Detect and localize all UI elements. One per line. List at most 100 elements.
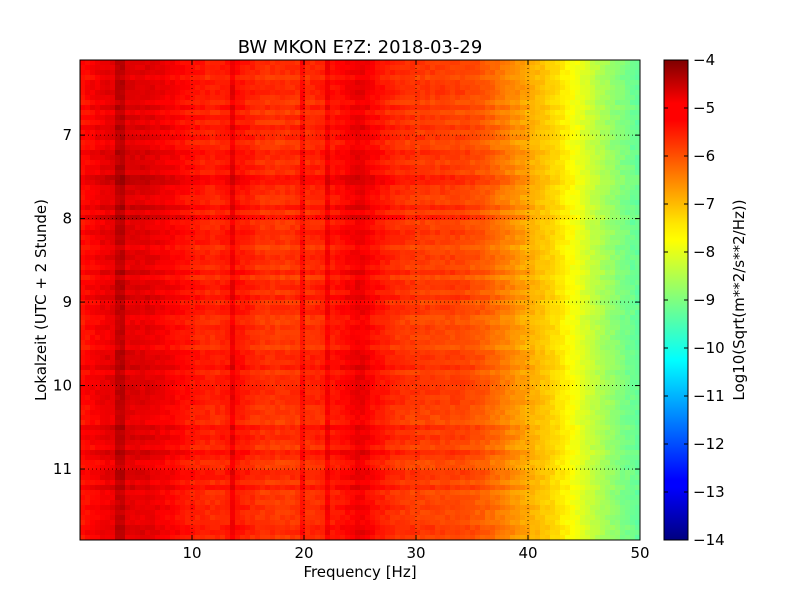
heatmap-cell: [435, 255, 441, 261]
heatmap-cell: [305, 60, 311, 66]
heatmap-cell: [500, 190, 506, 196]
heatmap-cell: [460, 70, 466, 76]
heatmap-cell: [385, 100, 391, 106]
heatmap-cell: [390, 220, 396, 226]
heatmap-cell: [210, 75, 216, 81]
heatmap-cell: [275, 240, 281, 246]
heatmap-cell: [130, 245, 136, 251]
heatmap-cell: [130, 250, 136, 256]
heatmap-cell: [280, 155, 286, 161]
heatmap-cell: [390, 150, 396, 156]
heatmap-cell: [385, 105, 391, 111]
heatmap-cell: [570, 200, 576, 206]
heatmap-cell: [160, 145, 166, 151]
heatmap-cell: [500, 120, 506, 126]
heatmap-cell: [360, 130, 366, 136]
heatmap-cell: [240, 135, 246, 141]
heatmap-cell: [160, 180, 166, 186]
heatmap-cell: [115, 195, 121, 201]
heatmap-cell: [540, 205, 546, 211]
heatmap-cell: [385, 195, 391, 201]
heatmap-cell: [350, 180, 356, 186]
heatmap-cell: [555, 70, 561, 76]
heatmap-cell: [425, 150, 431, 156]
heatmap-cell: [405, 75, 411, 81]
heatmap-cell: [595, 120, 601, 126]
heatmap-cell: [175, 75, 181, 81]
heatmap-cell: [470, 130, 476, 136]
heatmap-cell: [435, 60, 441, 66]
heatmap-cell: [445, 170, 451, 176]
heatmap-cell: [265, 75, 271, 81]
heatmap-cell: [110, 130, 116, 136]
heatmap-cell: [490, 250, 496, 256]
heatmap-cell: [475, 155, 481, 161]
heatmap-cell: [475, 265, 481, 271]
heatmap-cell: [620, 170, 626, 176]
heatmap-cell: [615, 85, 621, 91]
heatmap-cell: [460, 220, 466, 226]
heatmap-cell: [325, 210, 331, 216]
heatmap-cell: [205, 120, 211, 126]
heatmap-cell: [220, 205, 226, 211]
heatmap-cell: [425, 235, 431, 241]
heatmap-cell: [215, 80, 221, 86]
heatmap-cell: [145, 220, 151, 226]
heatmap-cell: [485, 270, 491, 276]
heatmap-cell: [480, 210, 486, 216]
heatmap-cell: [525, 115, 531, 121]
heatmap-cell: [360, 70, 366, 76]
heatmap-cell: [480, 65, 486, 71]
heatmap-cell: [475, 215, 481, 221]
heatmap-cell: [470, 70, 476, 76]
heatmap-cell: [330, 135, 336, 141]
heatmap-cell: [230, 125, 236, 131]
heatmap-cell: [535, 110, 541, 116]
heatmap-cell: [295, 265, 301, 271]
heatmap-cell: [125, 75, 131, 81]
heatmap-cell: [430, 265, 436, 271]
heatmap-cell: [575, 165, 581, 171]
heatmap-cell: [435, 120, 441, 126]
heatmap-cell: [555, 260, 561, 266]
heatmap-cell: [600, 145, 606, 151]
heatmap-cell: [345, 255, 351, 261]
heatmap-cell: [205, 110, 211, 116]
heatmap-cell: [565, 265, 571, 271]
heatmap-cell: [365, 160, 371, 166]
heatmap-cell: [165, 130, 171, 136]
heatmap-cell: [360, 265, 366, 271]
heatmap-cell: [275, 180, 281, 186]
heatmap-cell: [530, 250, 536, 256]
heatmap-cell: [160, 165, 166, 171]
heatmap-cell: [245, 260, 251, 266]
heatmap-cell: [490, 65, 496, 71]
heatmap-cell: [135, 250, 141, 256]
heatmap-cell: [495, 75, 501, 81]
heatmap-cell: [85, 245, 91, 251]
heatmap-cell: [405, 170, 411, 176]
heatmap-cell: [515, 105, 521, 111]
heatmap-cell: [115, 260, 121, 266]
heatmap-cell: [125, 180, 131, 186]
heatmap-cell: [580, 225, 586, 231]
heatmap-cell: [305, 230, 311, 236]
heatmap-cell: [300, 205, 306, 211]
heatmap-cell: [575, 130, 581, 136]
heatmap-cell: [130, 265, 136, 271]
heatmap-cell: [250, 115, 256, 121]
heatmap-cell: [255, 205, 261, 211]
heatmap-cell: [460, 190, 466, 196]
heatmap-cell: [560, 100, 566, 106]
heatmap-cell: [495, 220, 501, 226]
heatmap-cell: [235, 200, 241, 206]
heatmap-cell: [345, 185, 351, 191]
heatmap-cell: [515, 265, 521, 271]
heatmap-cell: [230, 195, 236, 201]
heatmap-cell: [230, 70, 236, 76]
heatmap-cell: [560, 205, 566, 211]
heatmap-cell: [630, 260, 636, 266]
heatmap-cell: [460, 145, 466, 151]
heatmap-cell: [320, 185, 326, 191]
